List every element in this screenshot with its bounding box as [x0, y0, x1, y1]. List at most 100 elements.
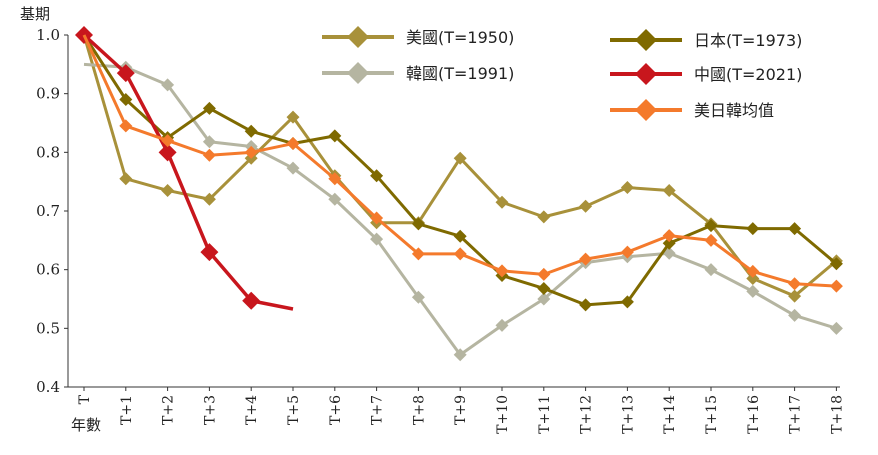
- data-point: [116, 64, 135, 83]
- x-tick-label: T+7: [370, 395, 386, 425]
- series-3: [75, 26, 294, 311]
- data-point: [202, 101, 216, 115]
- data-point: [202, 148, 216, 162]
- data-point: [704, 263, 718, 277]
- data-point: [453, 151, 467, 165]
- y-tick-label: 0.9: [36, 85, 60, 103]
- data-point: [370, 169, 384, 183]
- data-point: [453, 348, 467, 362]
- x-tick-label: T+12: [579, 395, 595, 434]
- x-tick-label: T+17: [788, 395, 804, 434]
- data-point: [620, 295, 634, 309]
- data-point: [537, 292, 551, 306]
- data-point: [662, 183, 676, 197]
- legend-label: 中國(T=2021): [694, 65, 802, 84]
- data-point: [244, 145, 258, 159]
- data-point: [620, 245, 634, 259]
- data-point: [119, 119, 133, 133]
- legend: 美國(T=1950) 韓國(T=1991) 日本(T=1973) 中國(T=2021)…: [322, 26, 802, 121]
- data-point: [200, 243, 219, 262]
- data-point: [746, 264, 760, 278]
- data-point: [579, 252, 593, 266]
- data-point: [746, 271, 760, 285]
- series-1: [83, 60, 843, 362]
- data-point: [202, 192, 216, 206]
- data-point: [158, 143, 177, 162]
- data-point: [579, 298, 593, 312]
- legend-marker: [635, 99, 657, 121]
- data-point: [411, 247, 425, 261]
- data-point: [453, 229, 467, 243]
- x-tick-label: T+6: [328, 395, 344, 425]
- x-tick-label: T+18: [829, 395, 845, 434]
- x-tick-label: T+9: [453, 395, 469, 425]
- data-point: [662, 229, 676, 243]
- x-tick-label: T+1: [119, 395, 135, 425]
- data-point: [537, 210, 551, 224]
- data-point: [579, 199, 593, 213]
- data-point: [119, 172, 133, 186]
- data-point: [411, 217, 425, 231]
- data-point: [829, 279, 843, 293]
- data-point: [370, 232, 384, 246]
- y-tick-label: 0.7: [36, 202, 60, 220]
- data-point: [161, 134, 175, 148]
- legend-label: 美國(T=1950): [406, 28, 514, 47]
- y-tick-label: 0.5: [36, 319, 60, 337]
- series-lines: [75, 26, 843, 362]
- data-point: [746, 284, 760, 298]
- legend-item: 美國(T=1950): [322, 26, 514, 48]
- legend-marker: [635, 63, 657, 85]
- data-point: [788, 308, 802, 322]
- data-point: [829, 321, 843, 335]
- data-point: [495, 195, 509, 209]
- x-tick-label: T+5: [286, 395, 302, 425]
- data-point: [328, 192, 342, 206]
- axes: [67, 35, 840, 388]
- x-tick-label: T: [77, 394, 93, 404]
- data-point: [161, 183, 175, 197]
- data-point: [829, 257, 843, 271]
- legend-item: 美日韓均值: [610, 99, 774, 121]
- y-axis-title: 基期: [20, 5, 50, 23]
- y-tick-label: 0.4: [36, 378, 60, 396]
- data-point: [242, 291, 261, 310]
- x-tick-label: T+2: [161, 395, 177, 425]
- data-point: [161, 78, 175, 92]
- y-tick-label: 0.6: [36, 261, 60, 279]
- data-point: [286, 110, 300, 124]
- y-tick-label: 0.8: [36, 143, 60, 161]
- legend-label: 日本(T=1973): [694, 31, 802, 50]
- legend-marker: [347, 26, 369, 48]
- x-tick-label: T+11: [537, 395, 553, 434]
- series-line: [82, 33, 294, 311]
- data-point: [286, 161, 300, 175]
- data-point: [537, 281, 551, 295]
- data-point: [704, 219, 718, 233]
- data-point: [453, 247, 467, 261]
- data-point: [746, 222, 760, 236]
- data-point: [370, 211, 384, 225]
- data-point: [620, 181, 634, 195]
- data-point: [662, 236, 676, 250]
- data-point: [411, 290, 425, 304]
- data-point: [244, 124, 258, 138]
- x-tick-label: T+3: [202, 395, 218, 425]
- data-point: [202, 135, 216, 149]
- x-axis-title: 年數: [71, 416, 101, 434]
- x-tick-label: T+14: [662, 395, 678, 434]
- data-point: [286, 137, 300, 151]
- data-point: [495, 318, 509, 332]
- data-point: [119, 93, 133, 107]
- data-point: [328, 129, 342, 143]
- x-tick-labels: T T+1 T+2 T+3 T+4 T+5 T+6 T+7 T+8 T+9 T+10 T+11 T+12…: [77, 387, 845, 434]
- legend-item: 日本(T=1973): [610, 29, 802, 51]
- data-point: [328, 172, 342, 186]
- legend-label: 韓國(T=1991): [406, 64, 514, 83]
- data-point: [788, 289, 802, 303]
- x-tick-label: T+15: [704, 395, 720, 434]
- legend-marker: [635, 29, 657, 51]
- series-4: [82, 34, 843, 293]
- x-tick-label: T+4: [244, 395, 260, 425]
